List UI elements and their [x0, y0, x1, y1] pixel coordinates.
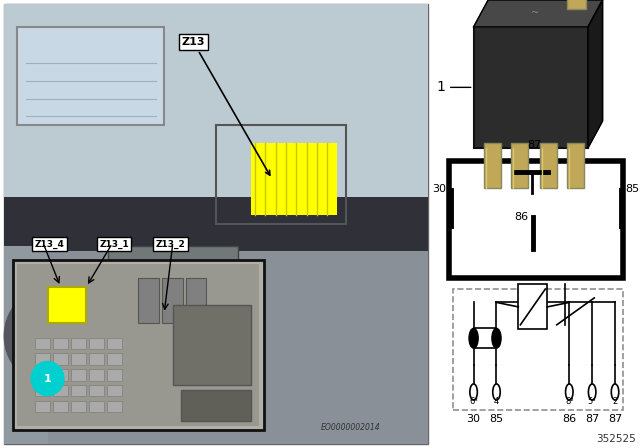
Bar	[71, 385, 86, 396]
Bar	[475, 328, 495, 348]
Text: Z13_1: Z13_1	[99, 240, 129, 249]
Bar	[17, 27, 164, 125]
Bar	[52, 353, 68, 365]
Text: ~: ~	[531, 9, 540, 18]
Text: 86: 86	[562, 414, 577, 424]
Text: 85: 85	[625, 185, 639, 194]
Bar	[71, 401, 86, 412]
Ellipse shape	[4, 291, 82, 381]
Bar	[89, 401, 104, 412]
Bar	[540, 143, 557, 188]
Bar	[567, 0, 586, 9]
Bar	[35, 401, 50, 412]
Text: 5³: 5³	[588, 397, 596, 406]
Bar	[4, 246, 47, 444]
Circle shape	[588, 384, 596, 400]
Circle shape	[31, 362, 64, 396]
Bar	[47, 287, 86, 323]
Bar	[173, 305, 251, 385]
Bar	[116, 287, 143, 314]
Text: 87: 87	[608, 414, 622, 424]
Bar	[518, 284, 547, 329]
Bar	[89, 353, 104, 365]
Text: 1: 1	[44, 374, 51, 383]
Text: EO0000002014: EO0000002014	[321, 423, 380, 432]
Bar	[138, 278, 159, 323]
Text: 30: 30	[467, 414, 481, 424]
Circle shape	[566, 384, 573, 400]
Text: 352525: 352525	[596, 434, 636, 444]
Polygon shape	[474, 0, 603, 27]
Bar	[89, 338, 104, 349]
Ellipse shape	[17, 305, 69, 367]
Bar	[107, 401, 122, 412]
Bar	[107, 369, 122, 381]
Text: 87: 87	[528, 140, 542, 150]
Bar	[71, 353, 86, 365]
Bar	[89, 369, 104, 381]
Text: 4: 4	[494, 397, 499, 406]
Bar	[216, 125, 346, 224]
Text: Z13: Z13	[182, 37, 270, 175]
Bar	[13, 260, 264, 430]
Bar	[107, 385, 122, 396]
Text: 30: 30	[433, 185, 447, 194]
Bar	[511, 143, 528, 188]
Polygon shape	[588, 0, 603, 148]
Bar	[89, 385, 104, 396]
Bar	[52, 338, 68, 349]
Bar	[4, 233, 428, 444]
Circle shape	[469, 328, 478, 348]
Bar	[71, 369, 86, 381]
Bar	[35, 369, 50, 381]
Bar	[17, 264, 259, 426]
Circle shape	[493, 384, 500, 400]
Text: 1: 1	[436, 80, 471, 95]
Text: 86: 86	[515, 212, 529, 222]
Bar	[35, 353, 50, 365]
Bar	[35, 385, 50, 396]
Bar	[151, 287, 177, 314]
Circle shape	[492, 328, 501, 348]
Bar	[35, 338, 50, 349]
Bar	[449, 161, 623, 278]
Ellipse shape	[35, 327, 52, 345]
Bar	[186, 287, 212, 314]
Text: 87: 87	[585, 414, 599, 424]
Bar	[182, 390, 251, 421]
Circle shape	[470, 384, 477, 400]
Bar	[484, 143, 500, 188]
Circle shape	[611, 384, 619, 400]
Bar	[107, 353, 122, 365]
Text: 8²: 8²	[565, 397, 573, 406]
Bar	[4, 4, 428, 233]
Bar	[108, 246, 237, 336]
Bar	[52, 385, 68, 396]
Text: 6³: 6³	[469, 397, 478, 406]
Bar	[4, 197, 428, 251]
Text: 2: 2	[612, 397, 618, 406]
Text: 85: 85	[490, 414, 504, 424]
Text: Z13_4: Z13_4	[35, 240, 65, 249]
Text: Z13_2: Z13_2	[156, 240, 185, 249]
Bar	[52, 401, 68, 412]
Bar	[567, 143, 584, 188]
Bar	[453, 289, 623, 410]
Bar	[71, 338, 86, 349]
Bar	[186, 278, 207, 323]
Bar	[250, 143, 337, 215]
Bar	[474, 27, 588, 148]
Bar	[52, 369, 68, 381]
Bar	[162, 278, 183, 323]
Bar	[107, 338, 122, 349]
